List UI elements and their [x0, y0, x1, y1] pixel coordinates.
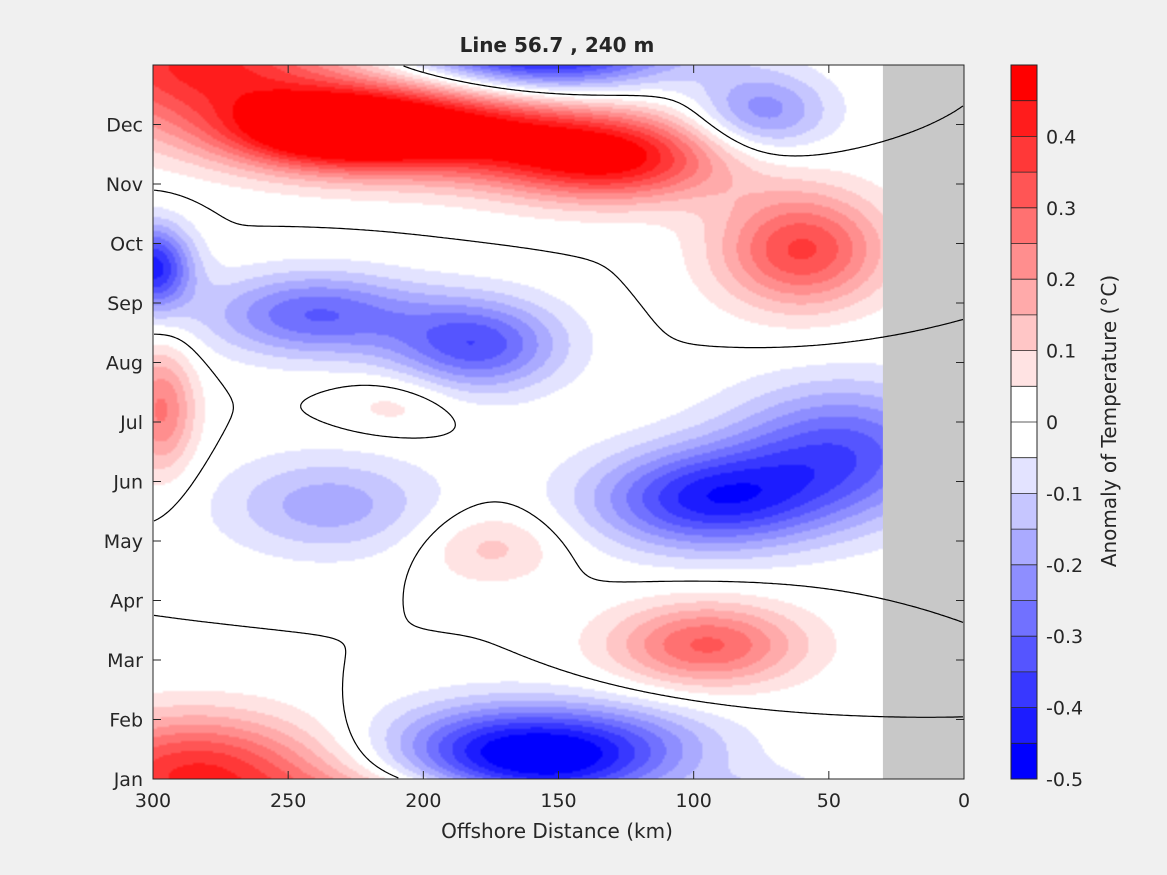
y-tick-label: Apr	[110, 591, 143, 613]
x-tick-label: 50	[817, 790, 841, 812]
x-tick-label: 150	[540, 790, 576, 812]
colorbar-ticks: 0.4 0.3 0.2 0.1 0 -0.1 -0.2 -0.3 -0.4 -0.5	[1046, 126, 1083, 791]
colorbar-segment	[1010, 171, 1038, 209]
zero-contour-lines	[153, 65, 964, 779]
colorbar-segment	[1010, 457, 1038, 494]
colorbar-segment	[1010, 600, 1038, 637]
colorbar-segment	[1010, 671, 1038, 708]
y-axis: Jan Feb Mar Apr May Jun Jul Aug Sep Oct Nov Dec	[104, 115, 964, 791]
no-data-region	[882, 65, 964, 779]
colorbar-segment	[1010, 64, 1038, 101]
colorbar-segment	[1010, 100, 1038, 137]
colorbar-segment	[1010, 493, 1038, 530]
colorbar-segment	[1010, 350, 1038, 387]
y-tick-label: Feb	[109, 710, 143, 732]
colorbar-frame	[1010, 64, 1038, 780]
colorbar-tick-label: 0.4	[1046, 126, 1076, 148]
colorbar-segment	[1010, 278, 1038, 316]
x-tick-label: 250	[270, 790, 306, 812]
colorbar-tick-label: 0.1	[1046, 341, 1076, 363]
colorbar-segment	[1010, 243, 1038, 280]
colorbar-tick-label: -0.5	[1046, 769, 1083, 791]
contour-plot-area	[152, 64, 965, 780]
colorbar-label: Anomaly of Temperature (°C)	[1097, 275, 1121, 567]
y-tick-label: Sep	[107, 293, 143, 315]
colorbar-tick-label: -0.1	[1046, 483, 1083, 505]
x-axis: 300 250 200 150 100 50 0	[135, 65, 970, 812]
zero-contour-line	[153, 65, 964, 779]
y-tick-label: Nov	[106, 174, 143, 196]
colorbar-segment	[1010, 528, 1038, 566]
y-tick-label: May	[104, 531, 143, 553]
x-tick-label: 300	[135, 790, 171, 812]
colorbar-tick-label: -0.2	[1046, 555, 1083, 577]
colorbar-segment	[1010, 314, 1038, 351]
colorbar-segment	[1010, 743, 1038, 780]
colorbar-tick-label: -0.3	[1046, 626, 1083, 648]
colorbar-tick-label: 0	[1046, 412, 1058, 434]
chart-title: Line 56.7 , 240 m	[460, 33, 655, 57]
y-tick-label: Aug	[106, 353, 143, 375]
colorbar-segment	[1010, 136, 1038, 173]
colorbar-tick-label: 0.2	[1046, 269, 1076, 291]
x-tick-label: 200	[405, 790, 441, 812]
y-tick-label: Jul	[119, 412, 143, 434]
colorbar-segment	[1010, 421, 1038, 458]
colorbar-segment	[1010, 635, 1038, 673]
x-tick-label: 0	[958, 790, 970, 812]
colorbar-segment	[1010, 564, 1038, 601]
colorbar-tick-label: 0.3	[1046, 198, 1076, 220]
temperature-anomaly-field	[153, 65, 964, 779]
y-tick-label: Jan	[113, 769, 143, 791]
y-tick-label: Dec	[106, 115, 143, 137]
colorbar	[1010, 64, 1038, 780]
colorbar-segment	[1010, 707, 1038, 744]
y-tick-label: Oct	[110, 234, 143, 256]
colorbar-tick-label: -0.4	[1046, 698, 1083, 720]
y-tick-label: Jun	[112, 472, 143, 494]
colorbar-segment	[1010, 386, 1038, 423]
x-tick-label: 100	[676, 790, 712, 812]
y-tick-label: Mar	[107, 650, 143, 672]
x-axis-label: Offshore Distance (km)	[441, 819, 673, 843]
colorbar-segment	[1010, 207, 1038, 244]
